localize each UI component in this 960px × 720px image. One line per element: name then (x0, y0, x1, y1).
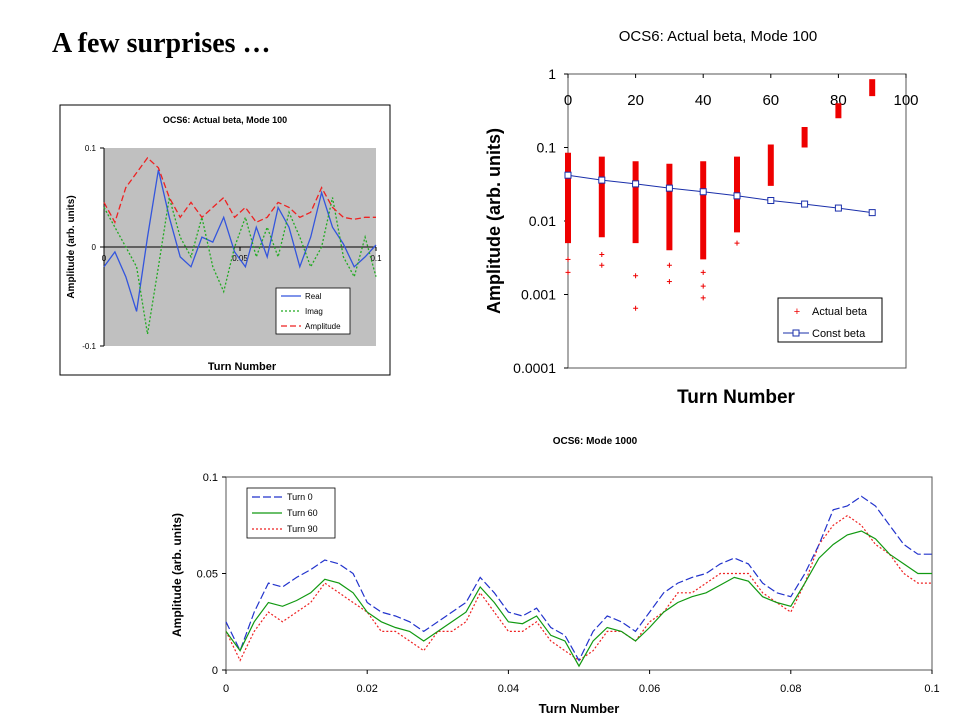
chart3-ytick-label: 0.1 (203, 472, 218, 484)
chart1-xtick-label: 0.1 (370, 254, 382, 263)
chart3-legend-turn0: Turn 0 (287, 492, 313, 502)
chart2-title: OCS6: Actual beta, Mode 100 (619, 28, 817, 45)
chart3-xtick-label: 0.08 (780, 683, 801, 695)
chart3-y-label: Amplitude (arb. units) (170, 513, 184, 637)
chart2-const-beta-point (665, 184, 673, 192)
chart3-ytick-label: 0 (212, 665, 218, 677)
chart3-legend-box (246, 487, 336, 539)
chart2-legend: + Actual beta Const beta (777, 297, 883, 343)
chart3-x-label: Turn Number (539, 701, 620, 716)
chart2-legend-actual: Actual beta (812, 306, 868, 318)
chart2-legend-const: Const beta (812, 328, 866, 340)
chart3-legend: Turn 0 Turn 60 Turn 90 (246, 487, 336, 539)
chart1-series-amplitude (103, 156, 376, 224)
chart2-const-beta-point (598, 176, 606, 184)
chart2-const-beta-point (834, 204, 842, 212)
chart2-const-beta-point (699, 188, 707, 196)
chart-mode-1000: OCS6: Mode 1000 0 0.05 0.1 0 0.02 0.04 0.06 0.… (170, 436, 940, 716)
chart2-y-label: Amplitude (arb. units) (484, 128, 504, 314)
chart2-ytick-label: 0.0001 (513, 360, 556, 376)
chart3-ytick-label: 0.05 (197, 569, 218, 581)
chart3-legend-turn60: Turn 60 (287, 508, 318, 518)
chart1-ytick-label: 0.1 (85, 144, 97, 153)
chart3-title: OCS6: Mode 1000 (553, 436, 638, 447)
chart1-legend-amplitude: Amplitude (305, 322, 341, 331)
chart3-legend-turn90: Turn 90 (287, 524, 318, 534)
chart3-xtick-label: 0.1 (924, 683, 939, 695)
slide-title: A few surprises … (52, 28, 271, 59)
chart2-ytick-label: 0.001 (521, 287, 556, 303)
chart2-ytick-label: 0.01 (529, 213, 556, 229)
chart2-const-beta-point (632, 180, 640, 188)
chart1-title: OCS6: Actual beta, Mode 100 (163, 115, 287, 125)
chart1-legend: Real Imag Amplitude (275, 287, 351, 335)
chart2-const-beta-point (733, 192, 741, 200)
chart-actual-beta-log: OCS6: Actual beta, Mode 100 1 0.1 0.01 0.00… (484, 28, 919, 408)
chart2-xtick-label: 80 (830, 92, 847, 109)
chart1-legend-imag: Imag (305, 307, 323, 316)
chart2-xtick-label: 20 (627, 92, 644, 109)
chart2-xtick-label: 40 (695, 92, 712, 109)
chart2-xtick-label: 100 (893, 92, 918, 109)
chart3-series-turn-60 (225, 530, 932, 668)
chart1-x-label: Turn Number (208, 361, 277, 373)
chart1-ytick-label: 0 (92, 243, 97, 252)
chart3-plot-area (225, 476, 933, 671)
chart2-const-beta-point (801, 200, 809, 208)
chart2-const-beta-point (868, 209, 876, 217)
chart1-xtick-label: 0.05 (232, 254, 248, 263)
chart3-xtick-label: 0.06 (639, 683, 660, 695)
chart1-series-imag (103, 197, 377, 335)
chart2-legend-plus-marker: + (794, 306, 800, 318)
chart2-x-label: Turn Number (677, 387, 795, 408)
chart1-series-real (103, 169, 377, 312)
chart2-legend-square-marker (792, 329, 800, 337)
chart-actual-beta-small: OCS6: Actual beta, Mode 100 -0.1 0 0.1 0 0.… (59, 104, 391, 376)
chart1-y-label: Amplitude (arb. units) (66, 195, 77, 298)
chart2-const-beta-line (567, 174, 873, 214)
chart2-ytick-label: 1 (548, 66, 556, 82)
chart3-series-turn-0 (225, 495, 932, 662)
chart3-xtick-label: 0 (223, 683, 229, 695)
chart1-legend-real: Real (305, 292, 322, 301)
chart2-xtick-label: 60 (762, 92, 779, 109)
chart2-const-beta-point (564, 171, 572, 179)
chart1-ytick-label: -0.1 (82, 342, 96, 351)
chart3-xtick-label: 0.04 (498, 683, 519, 695)
chart2-const-beta-point (767, 197, 775, 205)
chart3-xtick-label: 0.02 (356, 683, 377, 695)
chart2-xtick-label: 0 (564, 92, 572, 109)
chart2-ytick-label: 0.1 (537, 140, 557, 156)
chart1-xtick-label: 0 (102, 254, 107, 263)
